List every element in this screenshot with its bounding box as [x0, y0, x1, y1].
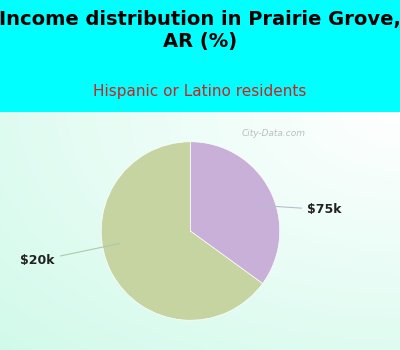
Text: City-Data.com: City-Data.com — [242, 129, 306, 138]
Text: $75k: $75k — [253, 203, 342, 216]
Wedge shape — [190, 142, 280, 284]
Text: Hispanic or Latino residents: Hispanic or Latino residents — [93, 84, 307, 99]
Text: $20k: $20k — [20, 244, 120, 267]
Text: Income distribution in Prairie Grove,
AR (%): Income distribution in Prairie Grove, AR… — [0, 10, 400, 51]
Wedge shape — [101, 142, 263, 320]
